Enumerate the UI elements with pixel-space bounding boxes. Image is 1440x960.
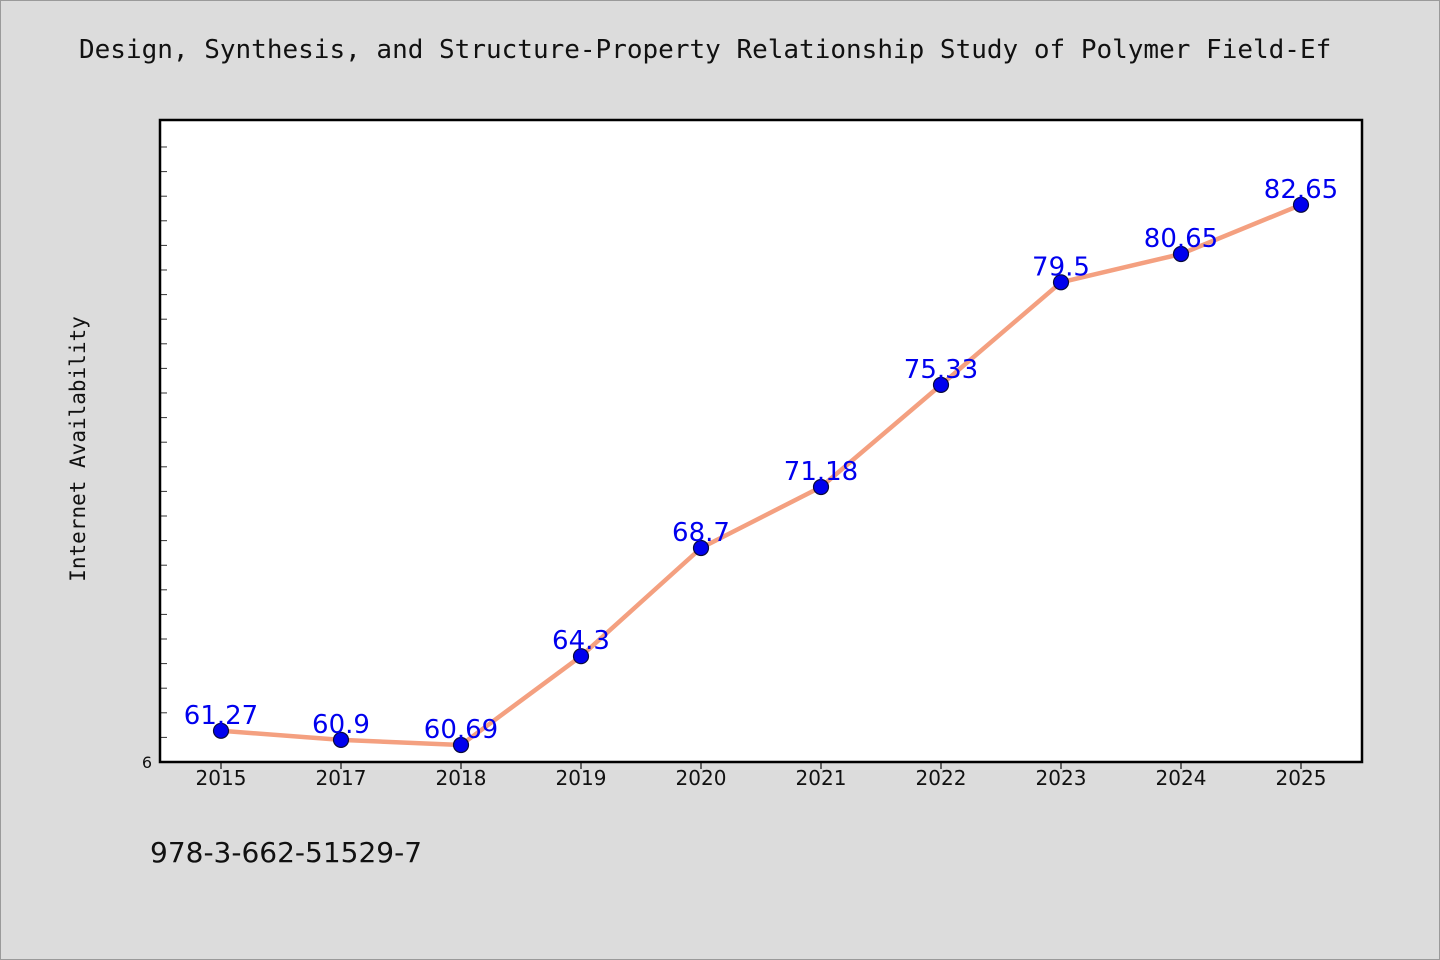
y-tick-label: 6 bbox=[142, 753, 152, 772]
series-line bbox=[218, 202, 1304, 748]
data-point bbox=[812, 478, 830, 496]
data-point bbox=[1172, 245, 1190, 263]
data-label: 71.18 bbox=[784, 457, 858, 487]
data-label: 68.7 bbox=[672, 518, 730, 548]
x-tick-label: 2020 bbox=[676, 766, 727, 790]
data-point bbox=[212, 722, 230, 739]
data-label: 75.33 bbox=[904, 355, 978, 385]
plot-frame bbox=[158, 118, 1364, 764]
x-tick-label: 2023 bbox=[1036, 766, 1087, 790]
data-label: 80.65 bbox=[1144, 224, 1218, 254]
data-label: 61.27 bbox=[184, 701, 258, 731]
data-point bbox=[452, 736, 470, 754]
data-point bbox=[1052, 274, 1070, 291]
plot-area bbox=[160, 120, 1362, 762]
data-label: 82.65 bbox=[1264, 175, 1338, 205]
data-point bbox=[692, 539, 710, 557]
chart-title: Design, Synthesis, and Structure-Propert… bbox=[79, 35, 1332, 65]
x-tick-label: 2024 bbox=[1156, 766, 1207, 790]
x-tick-label: 2019 bbox=[556, 766, 607, 790]
x-tick-label: 2021 bbox=[796, 766, 847, 790]
x-tick-label: 2015 bbox=[196, 766, 247, 790]
data-point bbox=[1292, 196, 1310, 213]
x-tick-label: 2025 bbox=[1276, 766, 1327, 790]
data-point bbox=[332, 731, 350, 749]
data-label: 64.3 bbox=[552, 626, 610, 656]
footer-isbn: 978-3-662-51529-7 bbox=[150, 836, 423, 869]
data-point bbox=[572, 648, 590, 665]
data-label: 79.5 bbox=[1032, 252, 1090, 282]
data-label: 60.9 bbox=[312, 710, 370, 740]
x-tick-label: 2022 bbox=[916, 766, 967, 790]
data-label: 60.69 bbox=[424, 715, 498, 745]
x-tick-label: 2017 bbox=[316, 766, 367, 790]
x-tick-label: 2018 bbox=[436, 766, 487, 790]
data-point bbox=[932, 376, 950, 393]
